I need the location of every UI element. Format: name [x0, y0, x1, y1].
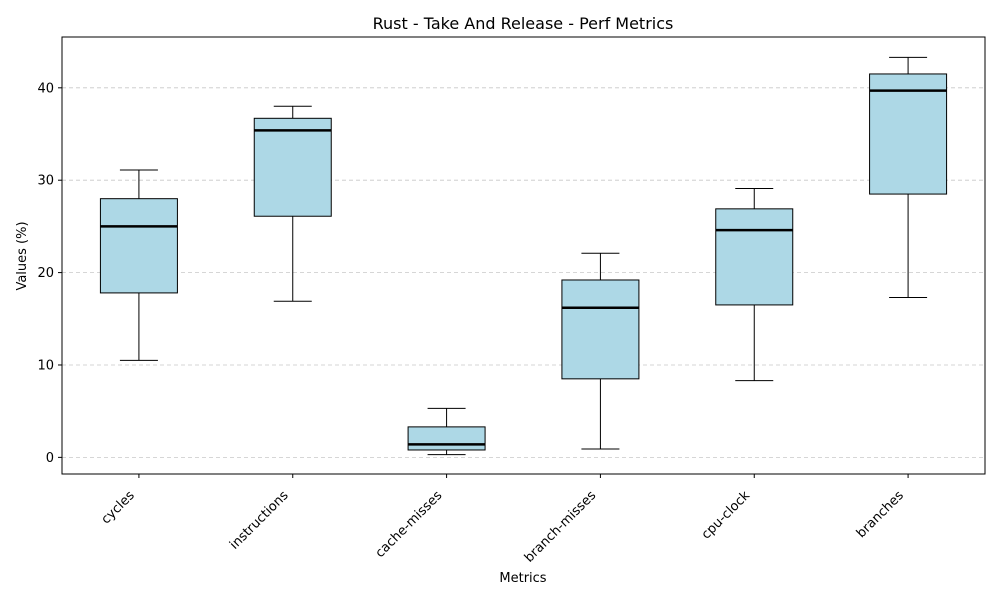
iqr-box — [253, 117, 332, 217]
x-tick-label-cycles: cycles — [99, 488, 138, 527]
box-branches — [869, 56, 948, 299]
x-tick-label-branches: branches — [854, 488, 907, 541]
iqr-box — [715, 208, 794, 306]
box-cpu-clock — [715, 188, 794, 382]
x-axis: cycles instructions cache-misses branch-mis… — [99, 474, 909, 566]
iqr-box — [407, 426, 486, 451]
y-tick-label-20: 20 — [37, 266, 54, 281]
plot-frame — [61, 36, 986, 475]
box-cycles — [99, 169, 178, 361]
grid-lines — [62, 87, 985, 458]
x-tick-label-cache-misses: cache-misses — [373, 488, 446, 561]
iqr-box — [561, 279, 640, 380]
iqr-box — [869, 73, 948, 195]
box-cache-misses — [407, 407, 486, 456]
box-instructions — [253, 105, 332, 302]
x-tick-label-cpu-clock: cpu-clock — [699, 488, 754, 543]
iqr-box — [99, 198, 178, 294]
y-tick-label-10: 10 — [37, 358, 54, 373]
box-branch-misses — [561, 252, 640, 450]
y-tick-label-40: 40 — [37, 81, 54, 96]
x-tick-label-branch-misses: branch-misses — [522, 488, 600, 566]
y-axis-label: Values (%) — [15, 221, 30, 290]
x-tick-label-instructions: instructions — [227, 488, 292, 553]
chart-title: Rust - Take And Release - Perf Metrics — [373, 14, 674, 33]
x-axis-label: Metrics — [499, 571, 546, 586]
y-axis: 0 10 20 30 40 — [37, 81, 62, 466]
y-tick-label-30: 30 — [37, 174, 54, 189]
y-tick-label-0: 0 — [46, 451, 54, 466]
box-series — [99, 56, 948, 456]
